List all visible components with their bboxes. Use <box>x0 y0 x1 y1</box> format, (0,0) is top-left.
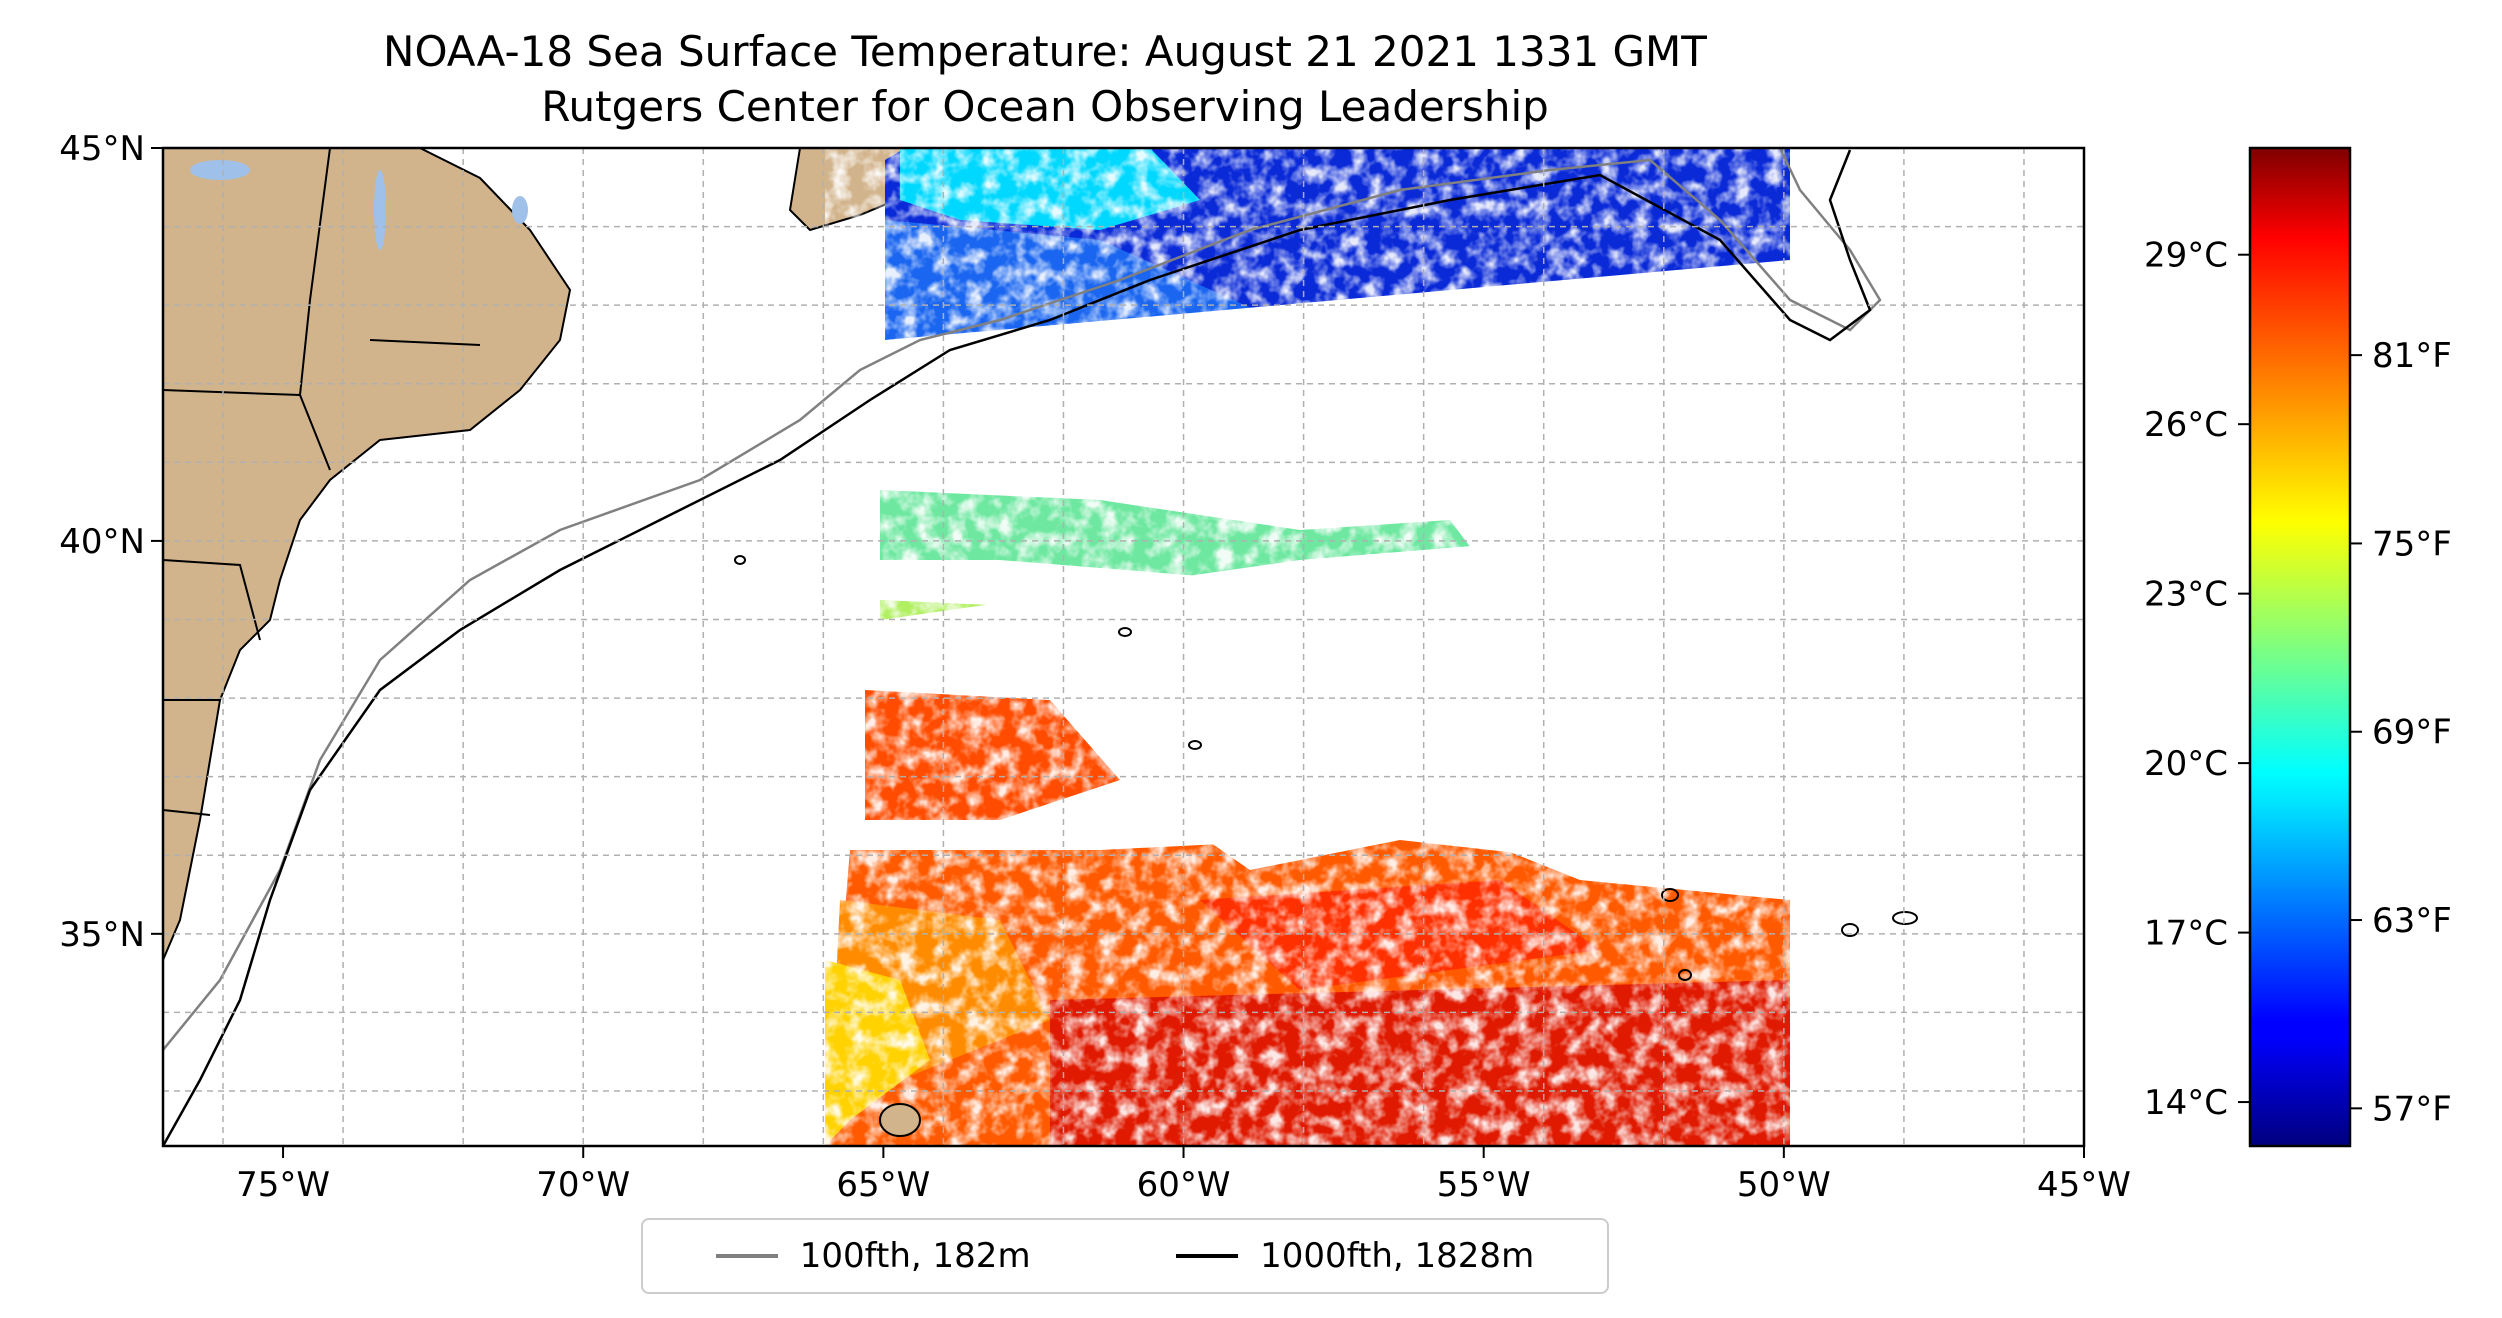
fahrenheit-tick-label: 75°F <box>2372 524 2452 564</box>
title-line-2: Rutgers Center for Ocean Observing Leade… <box>541 82 1549 131</box>
celsius-tick-label: 14°C <box>2144 1083 2228 1123</box>
colorbar-celsius-axis: 29°C 26°C 23°C 20°C 17°C 14°C <box>2144 236 2250 1123</box>
x-tick-label: 75°W <box>236 1165 330 1205</box>
isobath-100fth <box>163 148 1882 1051</box>
fahrenheit-tick-label: 57°F <box>2372 1089 2452 1129</box>
fahrenheit-tick-label: 63°F <box>2372 901 2452 941</box>
x-tick-label: 65°W <box>836 1165 930 1205</box>
map-frame <box>161 146 2086 1148</box>
y-tick-label: 45°N <box>59 129 145 169</box>
legend-item-100fth: 100fth, 182m <box>715 1236 1031 1276</box>
fahrenheit-tick-label: 81°F <box>2372 336 2452 376</box>
colorbar <box>2248 146 2352 1148</box>
y-axis: 45°N 40°N 35°N <box>59 129 163 955</box>
y-tick-label: 40°N <box>59 522 145 562</box>
land-north-america <box>163 148 572 961</box>
x-tick-label: 60°W <box>1137 1165 1231 1205</box>
sst-swath <box>825 148 1790 1146</box>
legend-label-100fth: 100fth, 182m <box>799 1236 1031 1276</box>
x-tick-label: 70°W <box>536 1165 630 1205</box>
state-borders <box>163 148 481 816</box>
title-line-1: NOAA-18 Sea Surface Temperature: August … <box>383 27 1707 76</box>
celsius-tick-label: 26°C <box>2144 405 2228 445</box>
legend-label-1000fth: 1000fth, 1828m <box>1260 1236 1535 1276</box>
x-tick-label: 50°W <box>1737 1165 1831 1205</box>
celsius-tick-label: 23°C <box>2144 575 2228 615</box>
legend: 100fth, 182m 1000fth, 1828m <box>641 1218 1609 1294</box>
celsius-tick-label: 20°C <box>2144 744 2228 784</box>
isobath-1000fth <box>163 149 1872 1146</box>
celsius-tick-label: 29°C <box>2144 236 2228 276</box>
y-tick-label: 35°N <box>59 915 145 955</box>
map-area <box>163 148 1918 1146</box>
celsius-tick-label: 17°C <box>2144 914 2228 954</box>
seamounts <box>734 555 1918 1137</box>
legend-swatch-black <box>1176 1254 1239 1258</box>
colorbar-fahrenheit-axis: 81°F 75°F 69°F 63°F 57°F <box>2350 336 2452 1129</box>
gridlines <box>163 147 2084 1146</box>
chart-title: NOAA-18 Sea Surface Temperature: August … <box>0 24 2090 134</box>
x-tick-label: 45°W <box>2037 1165 2131 1205</box>
fahrenheit-tick-label: 69°F <box>2372 713 2452 753</box>
lakes <box>190 160 528 250</box>
x-tick-label: 55°W <box>1437 1165 1531 1205</box>
x-axis: 75°W 70°W 65°W 60°W 55°W 50°W 45°W <box>236 1146 2131 1205</box>
legend-swatch-gray <box>715 1254 778 1258</box>
legend-item-1000fth: 1000fth, 1828m <box>1176 1236 1534 1276</box>
